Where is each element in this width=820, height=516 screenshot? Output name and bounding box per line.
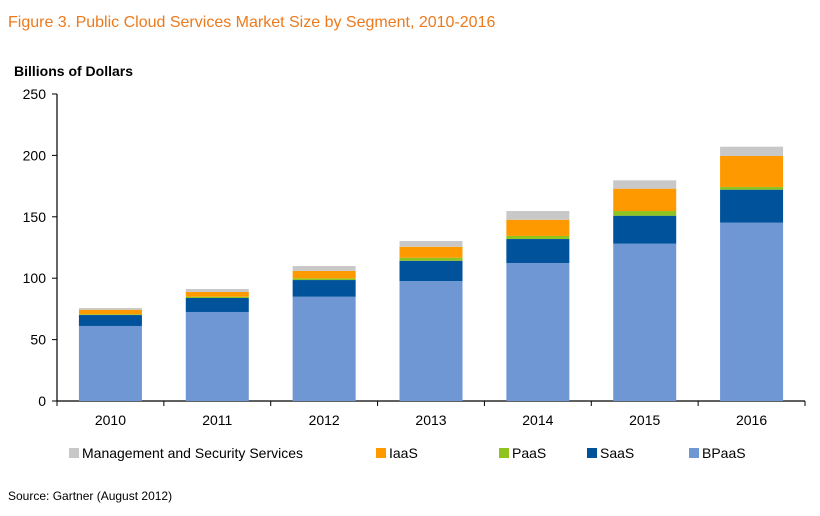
bar-bpaas-2013 bbox=[399, 281, 463, 401]
bar-saas-2015 bbox=[613, 215, 677, 244]
y-tick-label: 0 bbox=[38, 393, 46, 409]
bar-iaas-2010 bbox=[78, 309, 142, 315]
bar-bpaas-2012 bbox=[292, 296, 356, 401]
source-note: Source: Gartner (August 2012) bbox=[8, 489, 173, 503]
bar-management-and-security-services-2016 bbox=[720, 146, 784, 157]
bar-paas-2010 bbox=[78, 314, 142, 316]
bar-saas-2011 bbox=[185, 297, 249, 312]
legend-label: PaaS bbox=[512, 445, 546, 461]
legend-label: IaaS bbox=[389, 445, 418, 461]
y-tick-label: 250 bbox=[23, 86, 47, 102]
legend-swatch bbox=[69, 448, 79, 458]
x-tick-label: 2016 bbox=[736, 412, 767, 428]
bar-iaas-2014 bbox=[506, 219, 570, 236]
bar-iaas-2015 bbox=[613, 188, 677, 212]
bar-paas-2011 bbox=[185, 296, 249, 298]
x-tick-label: 2010 bbox=[95, 412, 126, 428]
bar-management-and-security-services-2012 bbox=[292, 266, 356, 271]
bar-bpaas-2011 bbox=[185, 311, 249, 401]
bar-paas-2013 bbox=[399, 257, 463, 261]
bar-saas-2016 bbox=[720, 189, 784, 223]
bar-paas-2016 bbox=[720, 186, 784, 190]
bar-iaas-2016 bbox=[720, 156, 784, 187]
bar-iaas-2012 bbox=[292, 270, 356, 279]
legend-swatch bbox=[499, 448, 509, 458]
bar-saas-2013 bbox=[399, 260, 463, 282]
x-tick-label: 2012 bbox=[309, 412, 340, 428]
y-tick-label: 150 bbox=[23, 209, 47, 225]
x-tick-label: 2015 bbox=[629, 412, 660, 428]
bar-paas-2015 bbox=[613, 211, 677, 216]
bar-bpaas-2016 bbox=[720, 222, 784, 401]
y-tick-label: 100 bbox=[23, 270, 47, 286]
bar-management-and-security-services-2011 bbox=[185, 289, 249, 292]
legend-swatch bbox=[376, 448, 386, 458]
x-tick-label: 2014 bbox=[522, 412, 553, 428]
chart-title: Figure 3. Public Cloud Services Market S… bbox=[8, 14, 496, 31]
legend-swatch bbox=[587, 448, 597, 458]
y-axis-label: Billions of Dollars bbox=[14, 63, 134, 79]
bar-paas-2014 bbox=[506, 235, 570, 240]
bar-saas-2010 bbox=[78, 315, 142, 326]
bar-bpaas-2014 bbox=[506, 262, 570, 401]
bar-management-and-security-services-2010 bbox=[78, 308, 142, 310]
bar-bpaas-2015 bbox=[613, 243, 677, 401]
y-tick-label: 200 bbox=[23, 147, 47, 163]
legend-label: SaaS bbox=[600, 445, 634, 461]
bar-iaas-2011 bbox=[185, 291, 249, 297]
x-tick-label: 2013 bbox=[415, 412, 446, 428]
bar-management-and-security-services-2015 bbox=[613, 180, 677, 189]
bar-iaas-2013 bbox=[399, 246, 463, 258]
legend-label: Management and Security Services bbox=[82, 445, 303, 461]
x-tick-label: 2011 bbox=[202, 412, 232, 428]
bar-management-and-security-services-2014 bbox=[506, 211, 570, 220]
y-tick-label: 50 bbox=[30, 332, 46, 348]
bar-saas-2014 bbox=[506, 239, 570, 263]
legend-swatch bbox=[689, 448, 699, 458]
bar-saas-2012 bbox=[292, 280, 356, 297]
bar-management-and-security-services-2013 bbox=[399, 240, 463, 247]
bar-paas-2012 bbox=[292, 278, 356, 281]
legend-label: BPaaS bbox=[702, 445, 746, 461]
bar-bpaas-2010 bbox=[78, 325, 142, 401]
